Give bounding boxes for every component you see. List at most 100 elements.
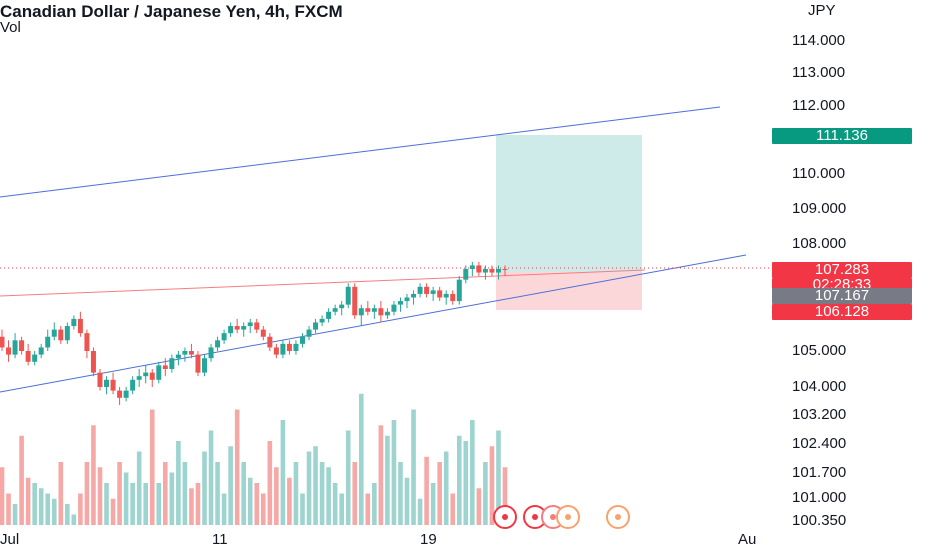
candle-body [450,293,456,302]
volume-bar [241,462,247,525]
candle-body [339,304,345,309]
axis-unit: JPY [808,2,836,19]
volume-bar [411,409,416,525]
candle-body [391,304,397,312]
volume-bar [385,435,390,525]
candle-body [156,365,162,380]
candle-body [397,301,403,305]
candle-body [306,329,312,337]
event-marker-dot [532,514,538,520]
candle-body [97,372,103,387]
event-marker-dot [565,514,571,520]
candle-body [38,347,44,355]
candle-body [143,372,149,377]
candle-body [241,326,247,330]
candle-body [228,326,234,334]
volume-bar [136,451,142,525]
stop-price-tag: 106.128 [772,304,912,320]
candle-body [482,268,488,273]
volume-bar [19,435,24,525]
trend-lines[interactable] [0,106,770,393]
volume-bar [378,425,384,525]
volume-bar [38,488,44,525]
volume-bar [78,493,83,525]
volume-bar [398,462,403,525]
candle-body [319,318,325,323]
volume-bars [0,393,508,525]
volume-bar [404,477,410,525]
volume-bar [483,462,488,525]
candlesticks [0,261,508,405]
volume-bar [280,420,286,525]
event-markers[interactable] [493,505,630,529]
candle-body [286,343,292,351]
volume-bar [358,393,364,525]
candle-body [208,347,214,359]
volume-bar [176,441,181,525]
candle-body [404,297,410,302]
candle-body [443,293,449,298]
entry-price-tag: 107.167 [772,288,912,304]
candle-body [430,290,436,294]
candle-body [25,351,31,362]
x-tick-label: 19 [420,531,437,548]
volume-bar [130,483,135,525]
volume-bar [208,430,214,525]
volume-bar [502,467,508,525]
candle-body [182,351,188,355]
y-tick-label: 112.000 [792,97,846,114]
volume-bar [470,420,475,525]
candle-body [378,308,384,316]
volume-indicator-label: Vol [0,19,21,36]
candle-body [313,322,319,330]
y-tick-label: 108.000 [792,235,847,252]
candle-body [489,268,495,273]
volume-bar [234,409,240,525]
candle-body [84,333,90,351]
candle-body [352,286,358,316]
volume-bar [0,467,5,525]
volume-bar [12,504,18,525]
volume-bar [254,483,260,525]
candle-body [273,347,279,355]
volume-bar [32,483,37,525]
y-tick-label: 109.000 [792,200,847,217]
volume-bar [443,451,449,525]
candle-body [280,343,286,355]
candle-body [411,293,417,298]
volume-bar [25,477,31,525]
candle-body [136,376,142,380]
candle-body [365,308,371,312]
volume-bar [6,493,11,525]
volume-bar [489,446,495,525]
candle-body [345,286,351,305]
volume-bar [215,462,220,525]
volume-bar [319,462,325,525]
y-tick-label: 102.400 [792,435,847,452]
volume-bar [456,435,462,525]
candle-body [384,311,390,316]
position-zones [496,135,642,310]
candle-body [234,326,240,330]
volume-bar [332,483,338,525]
candle-body [110,379,116,391]
volume-bar [463,441,469,525]
volume-bar [117,462,122,525]
volume-bar [202,451,207,525]
volume-bar [496,430,501,525]
volume-bar [365,493,371,525]
volume-bar [97,467,103,525]
candle-body [469,265,475,269]
volume-bar [45,493,51,525]
candle-body [77,318,83,334]
candle-body [215,340,221,348]
candle-body [247,322,253,327]
target-price-tag: 111.136 [772,128,912,144]
volume-bar [424,456,429,525]
chart-title: Canadian Dollar / Japanese Yen, 4h, FXCM [0,2,343,21]
volume-bar [267,441,273,525]
volume-bar [51,498,57,525]
y-tick-label: 104.000 [792,378,847,395]
volume-bar [123,472,129,525]
